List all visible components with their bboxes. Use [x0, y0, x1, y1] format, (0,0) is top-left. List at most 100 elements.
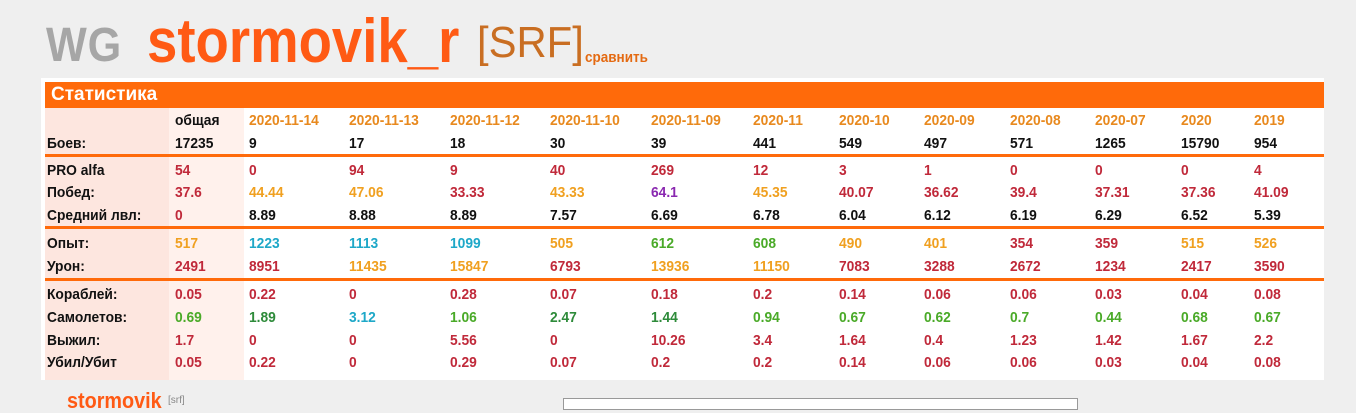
stat-value: 43.33 — [550, 184, 585, 201]
stat-value: 0.22 — [249, 286, 276, 303]
column-header-period[interactable]: 2020-11-14 — [249, 112, 319, 129]
stat-value: 3590 — [1254, 258, 1285, 275]
stat-value: 1.7 — [175, 332, 195, 349]
stat-value: 40 — [550, 162, 566, 179]
stat-value: 11435 — [349, 258, 387, 275]
column-header-period[interactable]: 2020-07 — [1095, 112, 1146, 129]
stat-value: 37.6 — [175, 184, 202, 201]
stat-value: 2417 — [1181, 258, 1212, 275]
stat-value: 30 — [550, 135, 566, 152]
stat-value: 17235 — [175, 135, 214, 152]
column-header-period[interactable]: 2020-09 — [924, 112, 975, 129]
stat-value: 2.2 — [1254, 332, 1274, 349]
wg-logo[interactable]: WG — [46, 19, 123, 72]
row-label: Убил/Убит — [47, 354, 117, 371]
stat-value: 0.03 — [1095, 354, 1122, 371]
stat-value: 505 — [550, 235, 574, 252]
stat-value: 0 — [249, 162, 257, 179]
stat-value: 1.06 — [450, 309, 477, 326]
stat-value: 2672 — [1010, 258, 1041, 275]
stat-value: 0.07 — [550, 354, 577, 371]
stat-value: 401 — [924, 235, 948, 252]
stat-value: 3.12 — [349, 309, 376, 326]
column-header-period[interactable]: 2020-11-13 — [349, 112, 419, 129]
stat-value: 54 — [175, 162, 191, 179]
stat-value: 6.04 — [839, 207, 866, 224]
clan-tag[interactable]: [SRF] — [477, 18, 584, 67]
stat-value: 0.94 — [753, 309, 780, 326]
stat-value: 17 — [349, 135, 365, 152]
stat-value: 36.62 — [924, 184, 959, 201]
stat-value: 3 — [839, 162, 847, 179]
row-separator — [45, 278, 1324, 281]
stat-value: 39 — [651, 135, 667, 152]
stat-value: 0 — [349, 286, 357, 303]
stat-value: 1223 — [249, 235, 280, 252]
stat-value: 0.67 — [1254, 309, 1281, 326]
stat-value: 15847 — [450, 258, 489, 275]
stat-value: 612 — [651, 235, 675, 252]
column-header-period[interactable]: 2019 — [1254, 112, 1285, 129]
stat-value: 354 — [1010, 235, 1034, 252]
stat-value: 0.29 — [450, 354, 477, 371]
page-header: WG stormovik_r [SRF] сравнить — [0, 0, 1356, 78]
stat-value: 1099 — [450, 235, 481, 252]
stat-value: 0.04 — [1181, 286, 1208, 303]
stat-value: 64.1 — [651, 184, 678, 201]
column-header-period[interactable]: 2020-11-12 — [450, 112, 520, 129]
stat-value: 0.68 — [1181, 309, 1208, 326]
stat-value: 571 — [1010, 135, 1034, 152]
row-label: Самолетов: — [47, 309, 128, 326]
row-separator — [45, 154, 1324, 157]
stat-value: 6.12 — [924, 207, 951, 224]
column-header-total: общая — [175, 112, 220, 129]
column-header-period[interactable]: 2020-11 — [753, 112, 803, 129]
stat-value: 7.57 — [550, 207, 577, 224]
footer-player-name[interactable]: stormovik — [67, 388, 162, 413]
stat-value: 1.64 — [839, 332, 866, 349]
stat-value: 0.62 — [924, 309, 951, 326]
stat-value: 0.06 — [924, 354, 951, 371]
stat-value: 269 — [651, 162, 675, 179]
column-header-period[interactable]: 2020 — [1181, 112, 1212, 129]
stat-value: 41.09 — [1254, 184, 1289, 201]
stat-value: 0.06 — [924, 286, 951, 303]
stat-value: 0 — [349, 354, 357, 371]
row-label: Побед: — [47, 184, 95, 201]
stat-value: 0 — [1181, 162, 1189, 179]
stat-value: 0.28 — [450, 286, 477, 303]
stat-value: 5.56 — [450, 332, 477, 349]
stat-value: 441 — [753, 135, 777, 152]
row-separator — [45, 226, 1324, 229]
stat-value: 0 — [249, 332, 257, 349]
stat-value: 517 — [175, 235, 199, 252]
stat-value: 0.67 — [839, 309, 866, 326]
stat-value: 0 — [550, 332, 558, 349]
column-header-period[interactable]: 2020-11-09 — [651, 112, 721, 129]
statistics-panel: Статистика общая 2020-11-14 2020-11-13 2020… — [41, 78, 1324, 380]
stat-value: 0.06 — [1010, 354, 1037, 371]
stat-value: 1265 — [1095, 135, 1126, 152]
stat-value: 0 — [1095, 162, 1103, 179]
stat-value: 0.7 — [1010, 309, 1030, 326]
stat-value: 1.89 — [249, 309, 276, 326]
stat-value: 515 — [1181, 235, 1205, 252]
stat-value: 1113 — [349, 235, 379, 252]
stat-value: 0.22 — [249, 354, 276, 371]
stat-value: 0.08 — [1254, 286, 1281, 303]
stat-value: 13936 — [651, 258, 690, 275]
stat-value: 8.88 — [349, 207, 376, 224]
stat-value: 0.2 — [753, 354, 773, 371]
stat-value: 6.78 — [753, 207, 780, 224]
stat-value: 0.69 — [175, 309, 202, 326]
total-column-bg — [169, 108, 244, 380]
column-header-period[interactable]: 2020-11-10 — [550, 112, 620, 129]
compare-link[interactable]: сравнить — [585, 49, 648, 66]
row-label: Кораблей: — [47, 286, 118, 303]
row-label: Опыт: — [47, 235, 90, 252]
column-header-period[interactable]: 2020-10 — [839, 112, 890, 129]
column-header-period[interactable]: 2020-08 — [1010, 112, 1061, 129]
stat-value: 0.05 — [175, 354, 202, 371]
footer-input-box[interactable] — [563, 398, 1078, 410]
stat-value: 359 — [1095, 235, 1119, 252]
